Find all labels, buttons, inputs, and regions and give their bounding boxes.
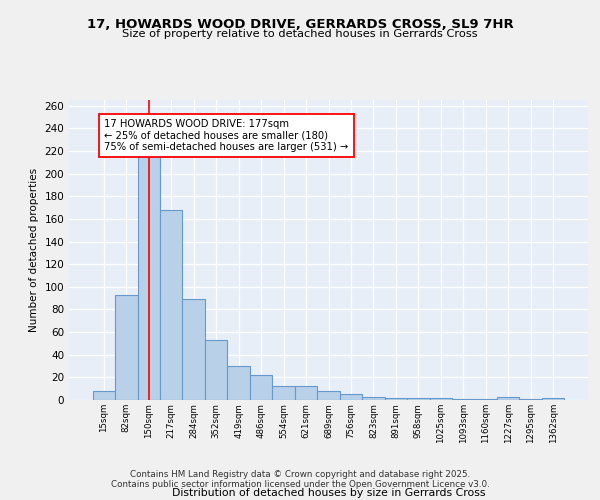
Bar [92,391,115,400]
Bar [452,399,475,400]
Bar [542,398,565,400]
Bar [475,399,497,400]
Bar [317,391,340,400]
Bar [115,294,137,400]
Bar [227,366,250,400]
Bar [430,398,452,400]
Bar [497,396,520,400]
Text: 17 HOWARDS WOOD DRIVE: 177sqm
← 25% of detached houses are smaller (180)
75% of : 17 HOWARDS WOOD DRIVE: 177sqm ← 25% of d… [104,119,349,152]
Bar [272,386,295,400]
Bar [137,128,160,400]
Bar [362,396,385,400]
Y-axis label: Number of detached properties: Number of detached properties [29,168,39,332]
Bar [407,398,430,400]
Text: 17, HOWARDS WOOD DRIVE, GERRARDS CROSS, SL9 7HR: 17, HOWARDS WOOD DRIVE, GERRARDS CROSS, … [86,18,514,30]
Bar [520,399,542,400]
Bar [295,386,317,400]
Bar [250,375,272,400]
Bar [205,340,227,400]
Bar [385,398,407,400]
Bar [182,299,205,400]
Text: Size of property relative to detached houses in Gerrards Cross: Size of property relative to detached ho… [122,29,478,39]
Bar [340,394,362,400]
Text: Contains HM Land Registry data © Crown copyright and database right 2025.
Contai: Contains HM Land Registry data © Crown c… [110,470,490,489]
Bar [160,210,182,400]
X-axis label: Distribution of detached houses by size in Gerrards Cross: Distribution of detached houses by size … [172,488,485,498]
